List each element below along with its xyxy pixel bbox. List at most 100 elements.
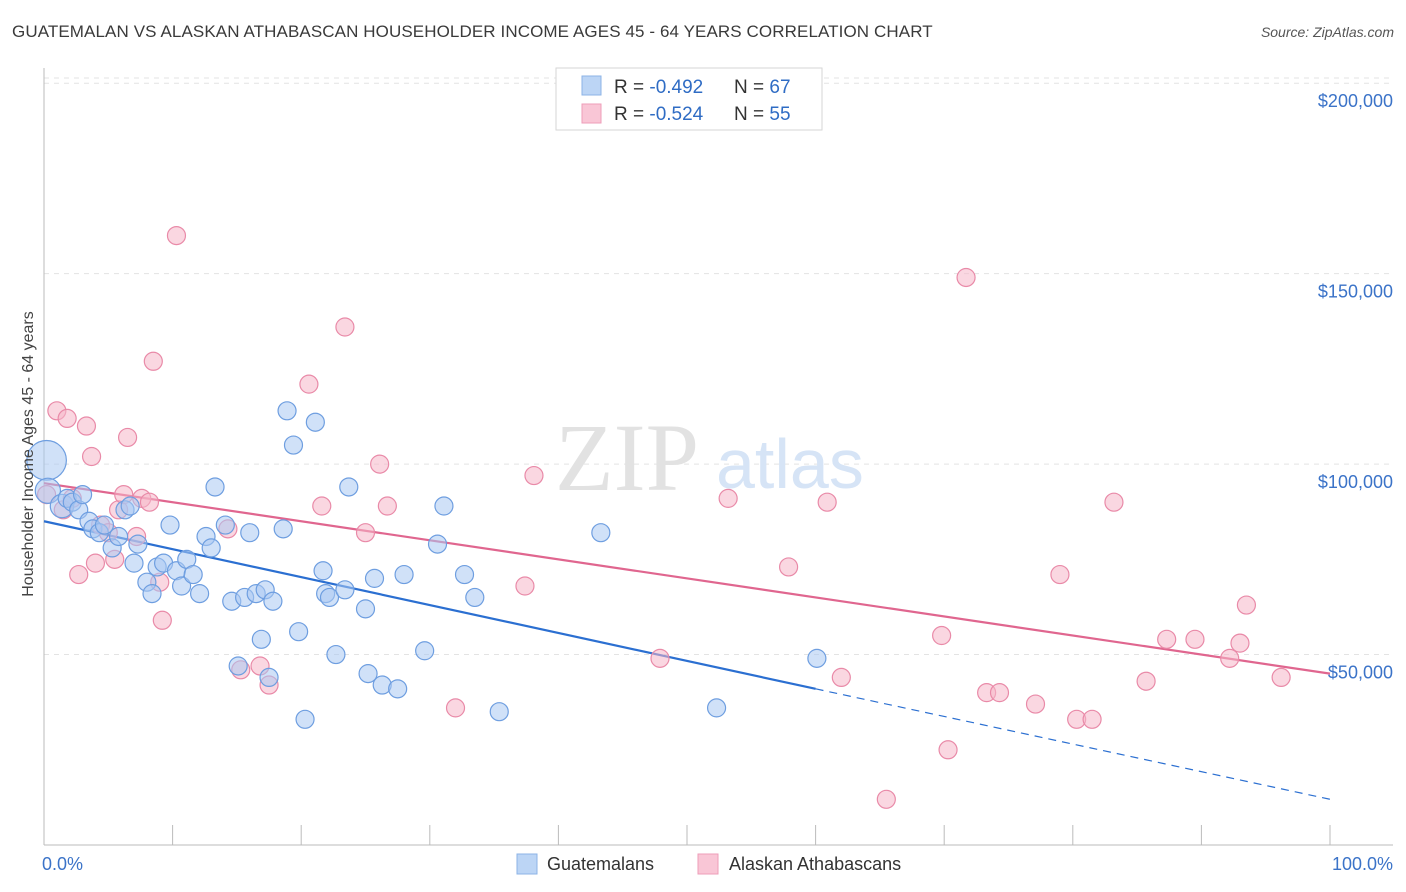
trend-lines xyxy=(43,482,1331,800)
guatemalan-point xyxy=(94,515,115,535)
watermark-zip: ZIP xyxy=(555,404,699,511)
guatemalan-point xyxy=(160,515,180,535)
alaskan-point xyxy=(370,454,390,474)
trend-line-guatemalans-extrapolated xyxy=(815,688,1331,800)
alaskan-point xyxy=(69,564,89,585)
alaskan-point xyxy=(1050,564,1070,585)
guatemalan-point xyxy=(124,553,144,573)
guatemalan-point xyxy=(305,412,325,432)
alaskan-point xyxy=(1271,667,1291,688)
alaskan-point xyxy=(57,408,77,429)
guatemalan-point xyxy=(108,526,129,547)
alaskan-point xyxy=(524,465,544,486)
guatemalan-point xyxy=(283,435,304,455)
guatemalan-point xyxy=(489,702,509,722)
grid-lines xyxy=(44,77,1393,656)
legend-n-label-2: N = xyxy=(734,104,769,125)
guatemalan-point xyxy=(128,534,148,554)
y-tick-label-2: $150,000 xyxy=(1318,282,1393,302)
alaskan-point xyxy=(143,351,163,371)
alaskan-point xyxy=(515,576,535,596)
guatemalan-point xyxy=(201,538,221,558)
alaskan-point xyxy=(117,427,138,448)
alaskan-point xyxy=(1220,648,1240,668)
alaskan-point xyxy=(85,553,106,573)
legend-n-value-1: 67 xyxy=(769,77,790,98)
guatemalan-point xyxy=(190,584,210,604)
guatemalan-point xyxy=(591,523,611,543)
correlation-legend: R = -0.492 N = 67 R = -0.524 N = 55 xyxy=(555,67,823,131)
y-tick-label-0: $50,000 xyxy=(1328,663,1393,683)
guatemalan-point xyxy=(358,664,378,684)
source-label: Source: ZipAtlas.com xyxy=(1260,24,1394,40)
y-tick-label-1: $100,000 xyxy=(1318,472,1393,492)
alaskan-point xyxy=(139,492,160,512)
guatemalan-points xyxy=(26,401,827,729)
guatemalan-point xyxy=(120,496,140,516)
alaskan-point xyxy=(152,610,172,630)
guatemalan-point xyxy=(326,644,346,665)
guatemalan-point xyxy=(228,656,248,676)
guatemalan-point xyxy=(263,591,283,611)
guatemalan-point xyxy=(72,484,93,505)
guatemalan-point xyxy=(434,496,454,516)
bottom-legend-swatch-guatemalans xyxy=(516,853,538,875)
guatemalan-point xyxy=(313,561,333,581)
guatemalan-point xyxy=(394,564,414,585)
legend-n-value-2: 55 xyxy=(769,104,790,125)
svg-text:N = 55: N = 55 xyxy=(734,104,791,125)
alaskan-point xyxy=(1136,671,1156,691)
alaskan-point xyxy=(1082,709,1102,729)
guatemalan-point xyxy=(465,587,485,608)
alaskan-point xyxy=(876,789,896,809)
watermark-atlas: atlas xyxy=(716,425,864,503)
alaskan-point xyxy=(81,446,102,467)
legend-swatch-guatemalans xyxy=(581,75,602,96)
guatemalan-point xyxy=(205,477,225,497)
svg-text:R = -0.524: R = -0.524 xyxy=(614,104,704,125)
alaskan-point xyxy=(355,523,376,543)
guatemalan-point xyxy=(172,576,192,596)
alaskan-point xyxy=(445,698,466,718)
guatemalan-point xyxy=(706,698,727,718)
bottom-legend-guatemalans: Guatemalans xyxy=(547,854,654,874)
guatemalan-point xyxy=(427,534,448,554)
legend-r-value-2: -0.524 xyxy=(649,104,703,125)
y-axis-label: Householder Income Ages 45 - 64 years xyxy=(20,311,37,597)
x-tick-label-min: 0.0% xyxy=(42,854,83,874)
alaskan-point xyxy=(956,267,976,288)
x-tick-label-max: 100.0% xyxy=(1332,854,1393,874)
y-tick-label-3: $200,000 xyxy=(1318,91,1393,111)
bottom-legend-alaskan: Alaskan Athabascans xyxy=(729,854,901,874)
svg-text:R = -0.492: R = -0.492 xyxy=(614,77,703,98)
trend-line-guatemalans xyxy=(43,520,816,690)
guatemalan-point xyxy=(335,580,355,600)
guatemalan-point xyxy=(259,667,279,688)
guatemalan-point xyxy=(454,564,475,585)
guatemalan-point xyxy=(289,622,309,642)
alaskan-point xyxy=(377,496,397,516)
alaskan-point xyxy=(1236,595,1257,615)
guatemalan-point xyxy=(415,641,435,661)
alaskan-point xyxy=(1104,492,1124,512)
alaskan-point xyxy=(932,625,952,646)
alaskan-point xyxy=(312,496,332,516)
legend-n-label-1: N = xyxy=(734,77,769,98)
guatemalan-point xyxy=(273,519,293,539)
legend-r-label-1: R = xyxy=(614,77,649,98)
alaskan-point xyxy=(1157,629,1177,649)
guatemalan-point xyxy=(388,679,408,699)
alaskan-point xyxy=(778,557,799,577)
svg-text:N = 67: N = 67 xyxy=(734,77,791,98)
bottom-legend-swatch-alaskan xyxy=(697,853,719,875)
y-tick-labels: $50,000 $100,000 $150,000 $200,000 xyxy=(1318,91,1393,682)
guatemalan-point xyxy=(364,568,385,588)
guatemalan-point xyxy=(295,709,315,729)
alaskan-point xyxy=(989,683,1010,703)
guatemalan-point xyxy=(319,587,340,608)
legend-swatch-alaskan xyxy=(581,103,602,124)
alaskan-point xyxy=(831,667,851,688)
guatemalan-point xyxy=(240,523,260,543)
guatemalan-point xyxy=(142,584,162,604)
